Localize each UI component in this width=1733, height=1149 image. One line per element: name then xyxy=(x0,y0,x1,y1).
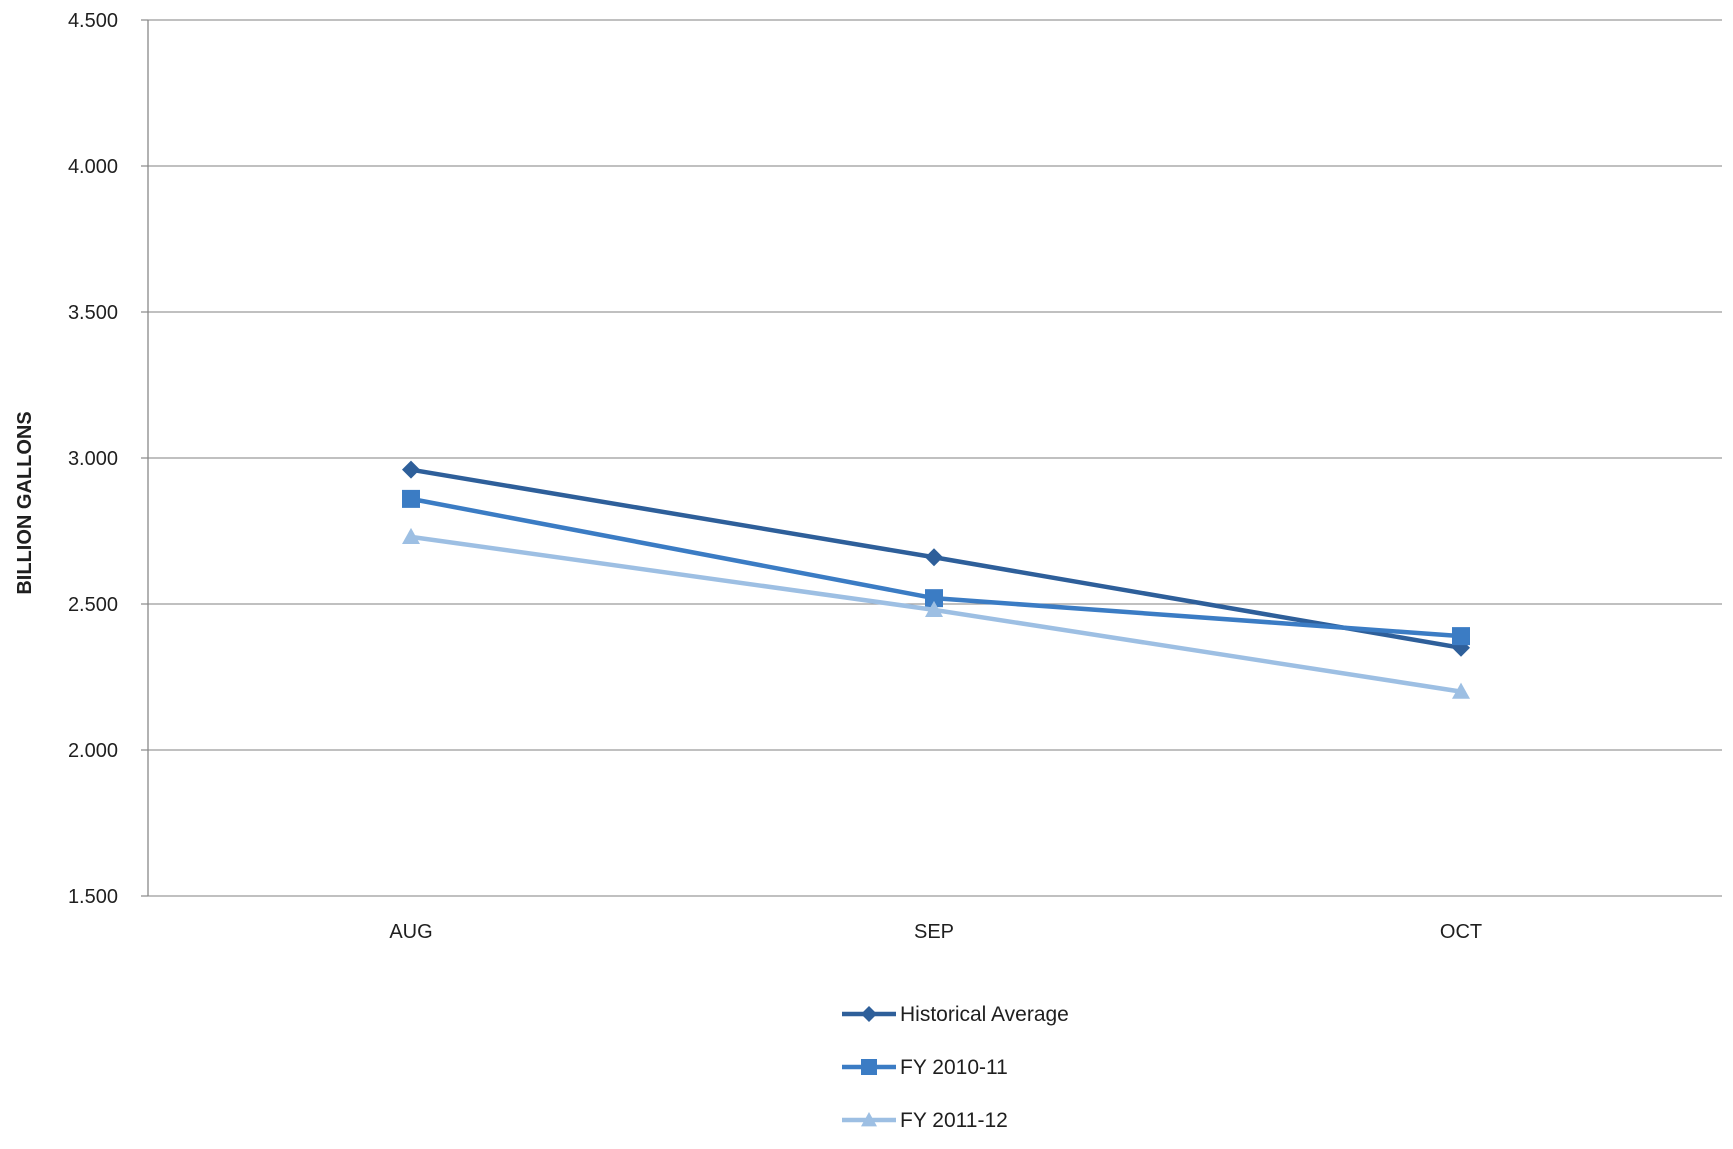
y-tick-label: 3.500 xyxy=(68,302,118,324)
y-tick-label: 4.500 xyxy=(68,10,118,32)
data-point xyxy=(925,600,943,618)
x-tick-label: OCT xyxy=(1440,921,1482,943)
legend-item: FY 2011-12 xyxy=(842,1109,1008,1132)
data-point xyxy=(925,589,943,608)
y-tick-label: 2.000 xyxy=(68,740,118,762)
legend-item: FY 2010-11 xyxy=(842,1056,1008,1079)
legend-item: Historical Average xyxy=(842,1003,1069,1026)
legend-label: FY 2011-12 xyxy=(900,1109,1008,1132)
data-point xyxy=(861,1059,877,1075)
series-2 xyxy=(402,489,1470,646)
data-point xyxy=(1452,627,1470,646)
y-axis-label: BILLION GALLONS xyxy=(14,411,36,594)
data-point xyxy=(402,460,420,479)
legend-label: FY 2010-11 xyxy=(900,1056,1008,1079)
legend-label: Historical Average xyxy=(900,1003,1069,1026)
data-point xyxy=(861,1112,877,1127)
data-point xyxy=(925,548,943,567)
data-point xyxy=(402,489,420,508)
y-tick-label: 2.500 xyxy=(68,594,118,616)
series-lines xyxy=(402,460,1470,699)
data-point xyxy=(402,527,420,545)
gridlines xyxy=(148,19,1722,897)
data-point xyxy=(1452,682,1470,699)
series-3 xyxy=(402,527,1470,699)
x-tick-label: AUG xyxy=(389,921,432,943)
data-point xyxy=(861,1006,877,1022)
legend: Historical Average FY 2010-11 FY 2011-12 xyxy=(842,1003,1069,1132)
y-tick-label: 1.500 xyxy=(68,886,118,908)
y-tick-label: 3.000 xyxy=(68,448,118,470)
axes: 1.500 2.000 2.500 3.000 3.500 4.000 4.500 AUG SE… xyxy=(68,10,1482,943)
x-tick-label: SEP xyxy=(914,921,954,943)
y-tick-label: 4.000 xyxy=(68,156,118,178)
